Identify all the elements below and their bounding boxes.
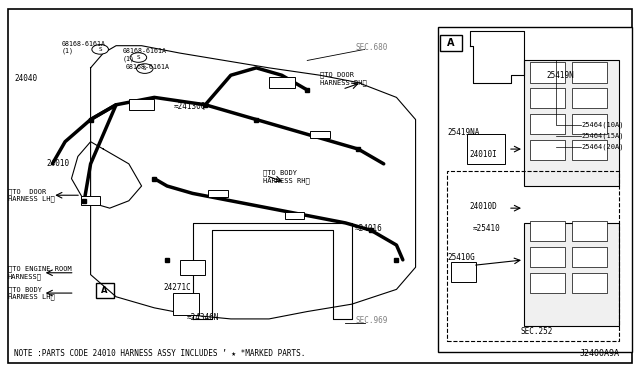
Text: 08168-6161A
(1): 08168-6161A (1) <box>122 48 166 62</box>
Text: S: S <box>137 55 140 60</box>
Text: SEC.252: SEC.252 <box>520 327 553 336</box>
Text: 25410G: 25410G <box>447 253 475 263</box>
Text: SEC.969: SEC.969 <box>355 316 387 325</box>
Text: 24271C: 24271C <box>164 283 191 292</box>
Text: 24010D: 24010D <box>470 202 497 211</box>
Bar <box>531 114 565 134</box>
Text: ≂24130Q: ≂24130Q <box>173 102 206 111</box>
Bar <box>438 27 632 352</box>
Text: 25419NA: 25419NA <box>447 128 480 137</box>
Text: 25419N: 25419N <box>546 71 574 80</box>
Text: ≂24346N: ≂24346N <box>186 312 218 321</box>
Bar <box>531 247 565 267</box>
Bar <box>451 262 476 282</box>
Text: S: S <box>99 47 102 52</box>
Text: 〈TO  DOOR
HARNESS LH〉: 〈TO DOOR HARNESS LH〉 <box>8 188 54 202</box>
Circle shape <box>92 45 108 54</box>
Text: 24040: 24040 <box>14 74 37 83</box>
Bar <box>440 35 462 51</box>
Text: 08168-6161A: 08168-6161A <box>125 64 170 70</box>
Text: SEC.680: SEC.680 <box>355 43 387 52</box>
Bar <box>467 134 505 164</box>
Bar <box>129 99 154 110</box>
Text: ≂25410: ≂25410 <box>473 224 500 233</box>
Bar <box>180 260 205 275</box>
Bar <box>524 223 620 326</box>
Bar <box>531 62 565 83</box>
Bar <box>572 221 607 241</box>
Bar <box>531 221 565 241</box>
Text: 〈TO BODY
HARNESS LH〉: 〈TO BODY HARNESS LH〉 <box>8 286 54 300</box>
Text: A: A <box>447 38 454 48</box>
Text: NOTE :PARTS CODE 24010 HARNESS ASSY INCLUDES ’ ★ *MARKED PARTS.: NOTE :PARTS CODE 24010 HARNESS ASSY INCL… <box>14 350 305 359</box>
Bar <box>531 140 565 160</box>
Bar <box>572 273 607 293</box>
Circle shape <box>136 64 153 73</box>
Bar <box>81 196 100 205</box>
Text: 24010I: 24010I <box>470 150 497 159</box>
Bar <box>531 88 565 109</box>
Bar <box>96 283 113 298</box>
Text: J2400A9A: J2400A9A <box>579 350 620 359</box>
Text: 24010: 24010 <box>46 159 69 169</box>
Bar <box>209 190 228 197</box>
Bar <box>572 88 607 109</box>
Bar <box>310 131 330 138</box>
Bar <box>173 293 199 315</box>
Text: 〈TO BODY
HARNESS RH〉: 〈TO BODY HARNESS RH〉 <box>262 170 309 184</box>
Bar <box>524 61 620 186</box>
Text: A: A <box>101 286 108 295</box>
Text: 25464(10A): 25464(10A) <box>581 122 624 128</box>
Text: 08168-6161A
(1): 08168-6161A (1) <box>62 41 106 54</box>
Text: ≂24016: ≂24016 <box>355 224 383 233</box>
Bar <box>269 77 294 88</box>
Text: 25464(20A): 25464(20A) <box>581 144 624 151</box>
Bar <box>572 247 607 267</box>
Text: 〈TO DOOR
HARNESS RH〉: 〈TO DOOR HARNESS RH〉 <box>320 72 367 86</box>
Bar <box>447 171 620 341</box>
Bar <box>285 212 304 219</box>
Circle shape <box>130 53 147 62</box>
Bar <box>531 273 565 293</box>
Text: 25464(15A): 25464(15A) <box>581 133 624 140</box>
Text: 〈TO ENGINE ROOM
HARNESS〉: 〈TO ENGINE ROOM HARNESS〉 <box>8 266 72 280</box>
Bar <box>572 62 607 83</box>
Text: S: S <box>143 66 147 71</box>
Bar <box>572 114 607 134</box>
Bar <box>572 140 607 160</box>
